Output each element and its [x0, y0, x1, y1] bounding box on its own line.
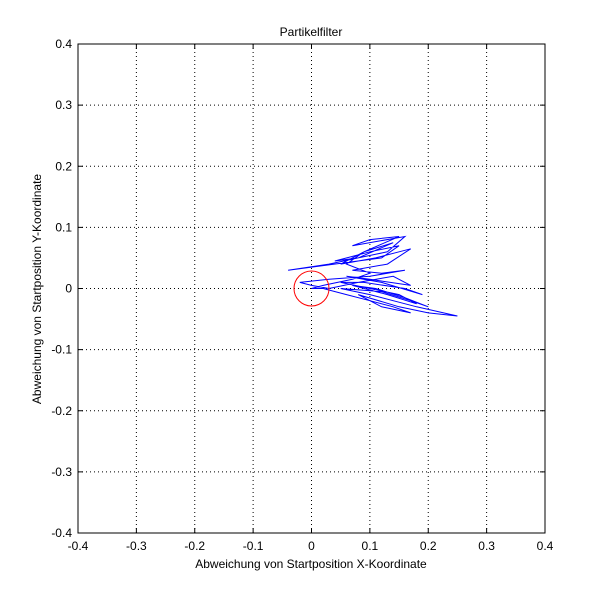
x-axis-label: Abweichung von Startposition X-Koordinat… — [195, 557, 427, 571]
y-tick-label: 0 — [65, 282, 72, 296]
y-tick-label: -0.4 — [51, 526, 72, 540]
x-tick-label: -0.3 — [126, 539, 147, 553]
x-tick-label: -0.1 — [243, 539, 264, 553]
y-axis-label: Abweichung von Startposition Y-Koordinat… — [30, 174, 44, 404]
data-series — [288, 235, 458, 317]
x-tick-label: 0 — [308, 539, 315, 553]
y-tick-label: 0.1 — [55, 220, 72, 234]
y-tick-label: -0.3 — [51, 465, 72, 479]
y-tick-labels: -0.4 -0.3 -0.2 -0.1 0 0.1 0.2 0.3 0.4 — [51, 37, 72, 540]
start-circle — [293, 270, 330, 307]
x-tick-labels: -0.4 -0.3 -0.2 -0.1 0 0.1 0.2 0.3 0.4 — [68, 539, 554, 553]
x-tick-label: 0.2 — [420, 539, 437, 553]
x-tick-label: -0.2 — [184, 539, 205, 553]
y-tick-label: 0.2 — [55, 159, 72, 173]
y-tick-label: -0.2 — [51, 404, 72, 418]
x-tick-label: 0.3 — [478, 539, 495, 553]
trajectory-line — [288, 235, 458, 317]
y-tick-label: -0.1 — [51, 343, 72, 357]
y-tick-label: 0.4 — [55, 37, 72, 51]
x-tick-label: 0.1 — [362, 539, 379, 553]
chart-title: Partikelfilter — [280, 25, 343, 39]
axis-ticks — [77, 43, 546, 534]
y-tick-label: 0.3 — [55, 98, 72, 112]
x-tick-label: -0.4 — [68, 539, 89, 553]
x-tick-label: 0.4 — [537, 539, 554, 553]
